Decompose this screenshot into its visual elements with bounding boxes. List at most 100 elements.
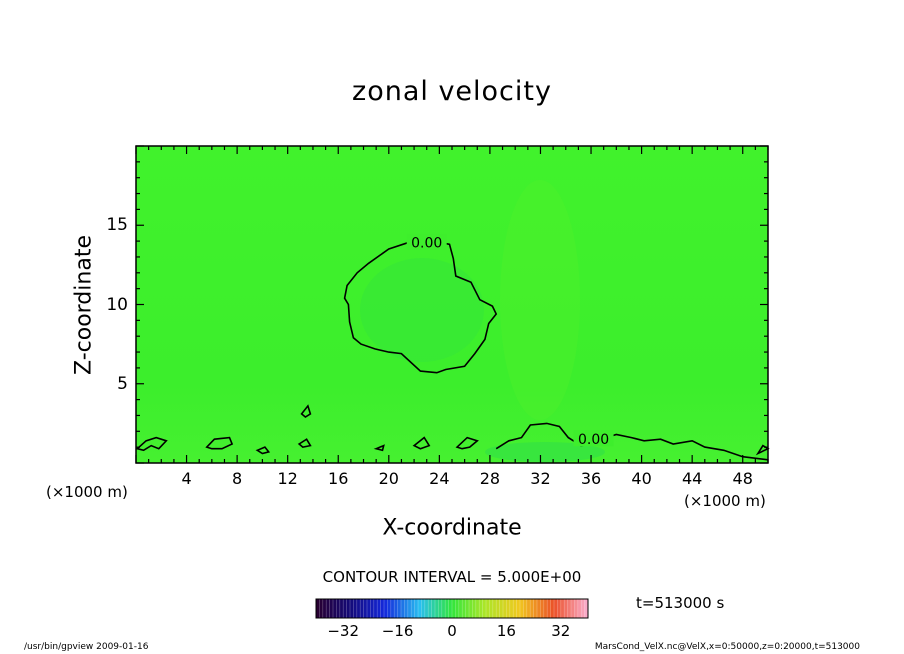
colorbar-swatch [513,599,517,618]
colorbar-swatch [316,599,320,618]
colorbar-swatch [346,599,351,618]
contour-label: 0.00 [411,236,442,252]
colorbar-swatch [336,599,341,618]
colorbar-swatch [523,599,528,618]
colorbar-tick-label: 32 [551,622,571,640]
y-tick-label: 10 [106,294,128,315]
x-tick-label: 40 [631,469,652,488]
small-contour-3 [255,446,271,455]
colorbar-swatch [489,599,494,618]
colorbar-swatch [407,599,412,618]
colorbar-swatch [472,599,477,618]
colorbar-swatch [363,599,368,618]
colorbar-swatch [424,599,429,618]
colorbar-swatch [333,599,337,618]
colorbar-swatch [584,599,589,618]
y-tick-label: 15 [106,215,128,236]
footer-program: /usr/bin/gpview 2009-01-16 [24,642,149,652]
colorbar-swatch [567,599,572,618]
colorbar-swatch [550,599,555,618]
colorbar-swatch [326,599,330,618]
x-tick-label: 24 [429,469,450,488]
colorbar-swatch [516,599,521,618]
colorbar-swatch [533,599,538,618]
colorbar-swatch [428,599,432,618]
colorbar-swatch [506,599,511,618]
colorbar-swatch [387,599,392,618]
colorbar-swatch [492,599,497,618]
colorbar-swatch [557,599,562,618]
colorbar-swatch [530,599,534,618]
colorbar-swatch [554,599,558,618]
colorbar-swatch [384,599,388,618]
time-label: t=513000 s [636,594,725,612]
x-tick-label: 32 [530,469,551,488]
colorbar-swatch [421,599,426,618]
colorbar-swatch [339,599,344,618]
colorbar-swatch [452,599,456,618]
colorbar-frame [315,598,589,619]
x-tick-label: 4 [181,469,192,488]
colorbar-swatch [353,599,358,618]
colorbar-swatch [343,599,347,618]
colorbar-swatch [360,599,364,618]
small-contour-8 [455,436,479,450]
colorbar-swatch [377,599,381,618]
y-tick-label: 5 [117,373,128,394]
x-tick-label: 8 [232,469,243,488]
small-contour-4 [297,438,312,448]
small-contour-2 [205,436,234,450]
colorbar-swatch [411,599,415,618]
colorbar-tick-label: −32 [327,622,360,640]
colorbar-swatch [445,599,449,618]
colorbar-swatch [503,599,507,618]
colorbar-swatch [482,599,487,618]
colorbar-swatch [401,599,405,618]
colorbar-swatch [390,599,395,618]
colorbar-swatch [486,599,490,618]
colorbar-swatch [418,599,422,618]
colorbar-tick-label: 0 [447,622,457,640]
colorbar-swatch [367,599,371,618]
colorbar-swatch [373,599,378,618]
colorbar-swatch [543,599,548,618]
x-tick-label: 16 [328,469,349,488]
colorbar-swatch [431,599,436,618]
field-shade-surface [485,442,605,462]
colorbar-swatch [350,599,354,618]
colorbar-swatch [462,599,466,618]
colorbar-swatch [329,599,334,618]
colorbar-swatch [540,599,545,618]
colorbar-swatch [448,599,453,618]
colorbar-swatch [496,599,500,618]
colorbar-swatch [465,599,470,618]
colorbar-swatch [571,599,575,618]
contour-label-bg [573,430,614,447]
colorbar-swatch [479,599,483,618]
zero-contour-bubble [343,240,498,374]
colorbar-swatch [458,599,463,618]
colorbar-swatch [380,599,385,618]
colorbar-swatch [537,599,541,618]
small-contour-1 [135,436,168,452]
contour-label: 0.00 [578,432,609,448]
x-axis-label: X-coordinate [382,515,522,541]
x-tick-label: 12 [277,469,298,488]
colorbar-swatch [370,599,375,618]
colorbar-swatch [394,599,398,618]
contour-label-bg [406,233,447,250]
colorbar-tick-label: 16 [496,622,516,640]
small-contour-6 [373,444,385,452]
colorbar-swatch [435,599,439,618]
colorbar-swatch [547,599,551,618]
colorbar-swatch [414,599,419,618]
colorbar-swatch [469,599,473,618]
colorbar-swatch [560,599,565,618]
colorbar-swatch [564,599,568,618]
x-tick-label: 28 [479,469,501,488]
colorbar-swatch [404,599,409,618]
field-shade-plume [500,180,580,420]
colorbar-swatch [475,599,480,618]
colorbar-swatch [577,599,582,618]
